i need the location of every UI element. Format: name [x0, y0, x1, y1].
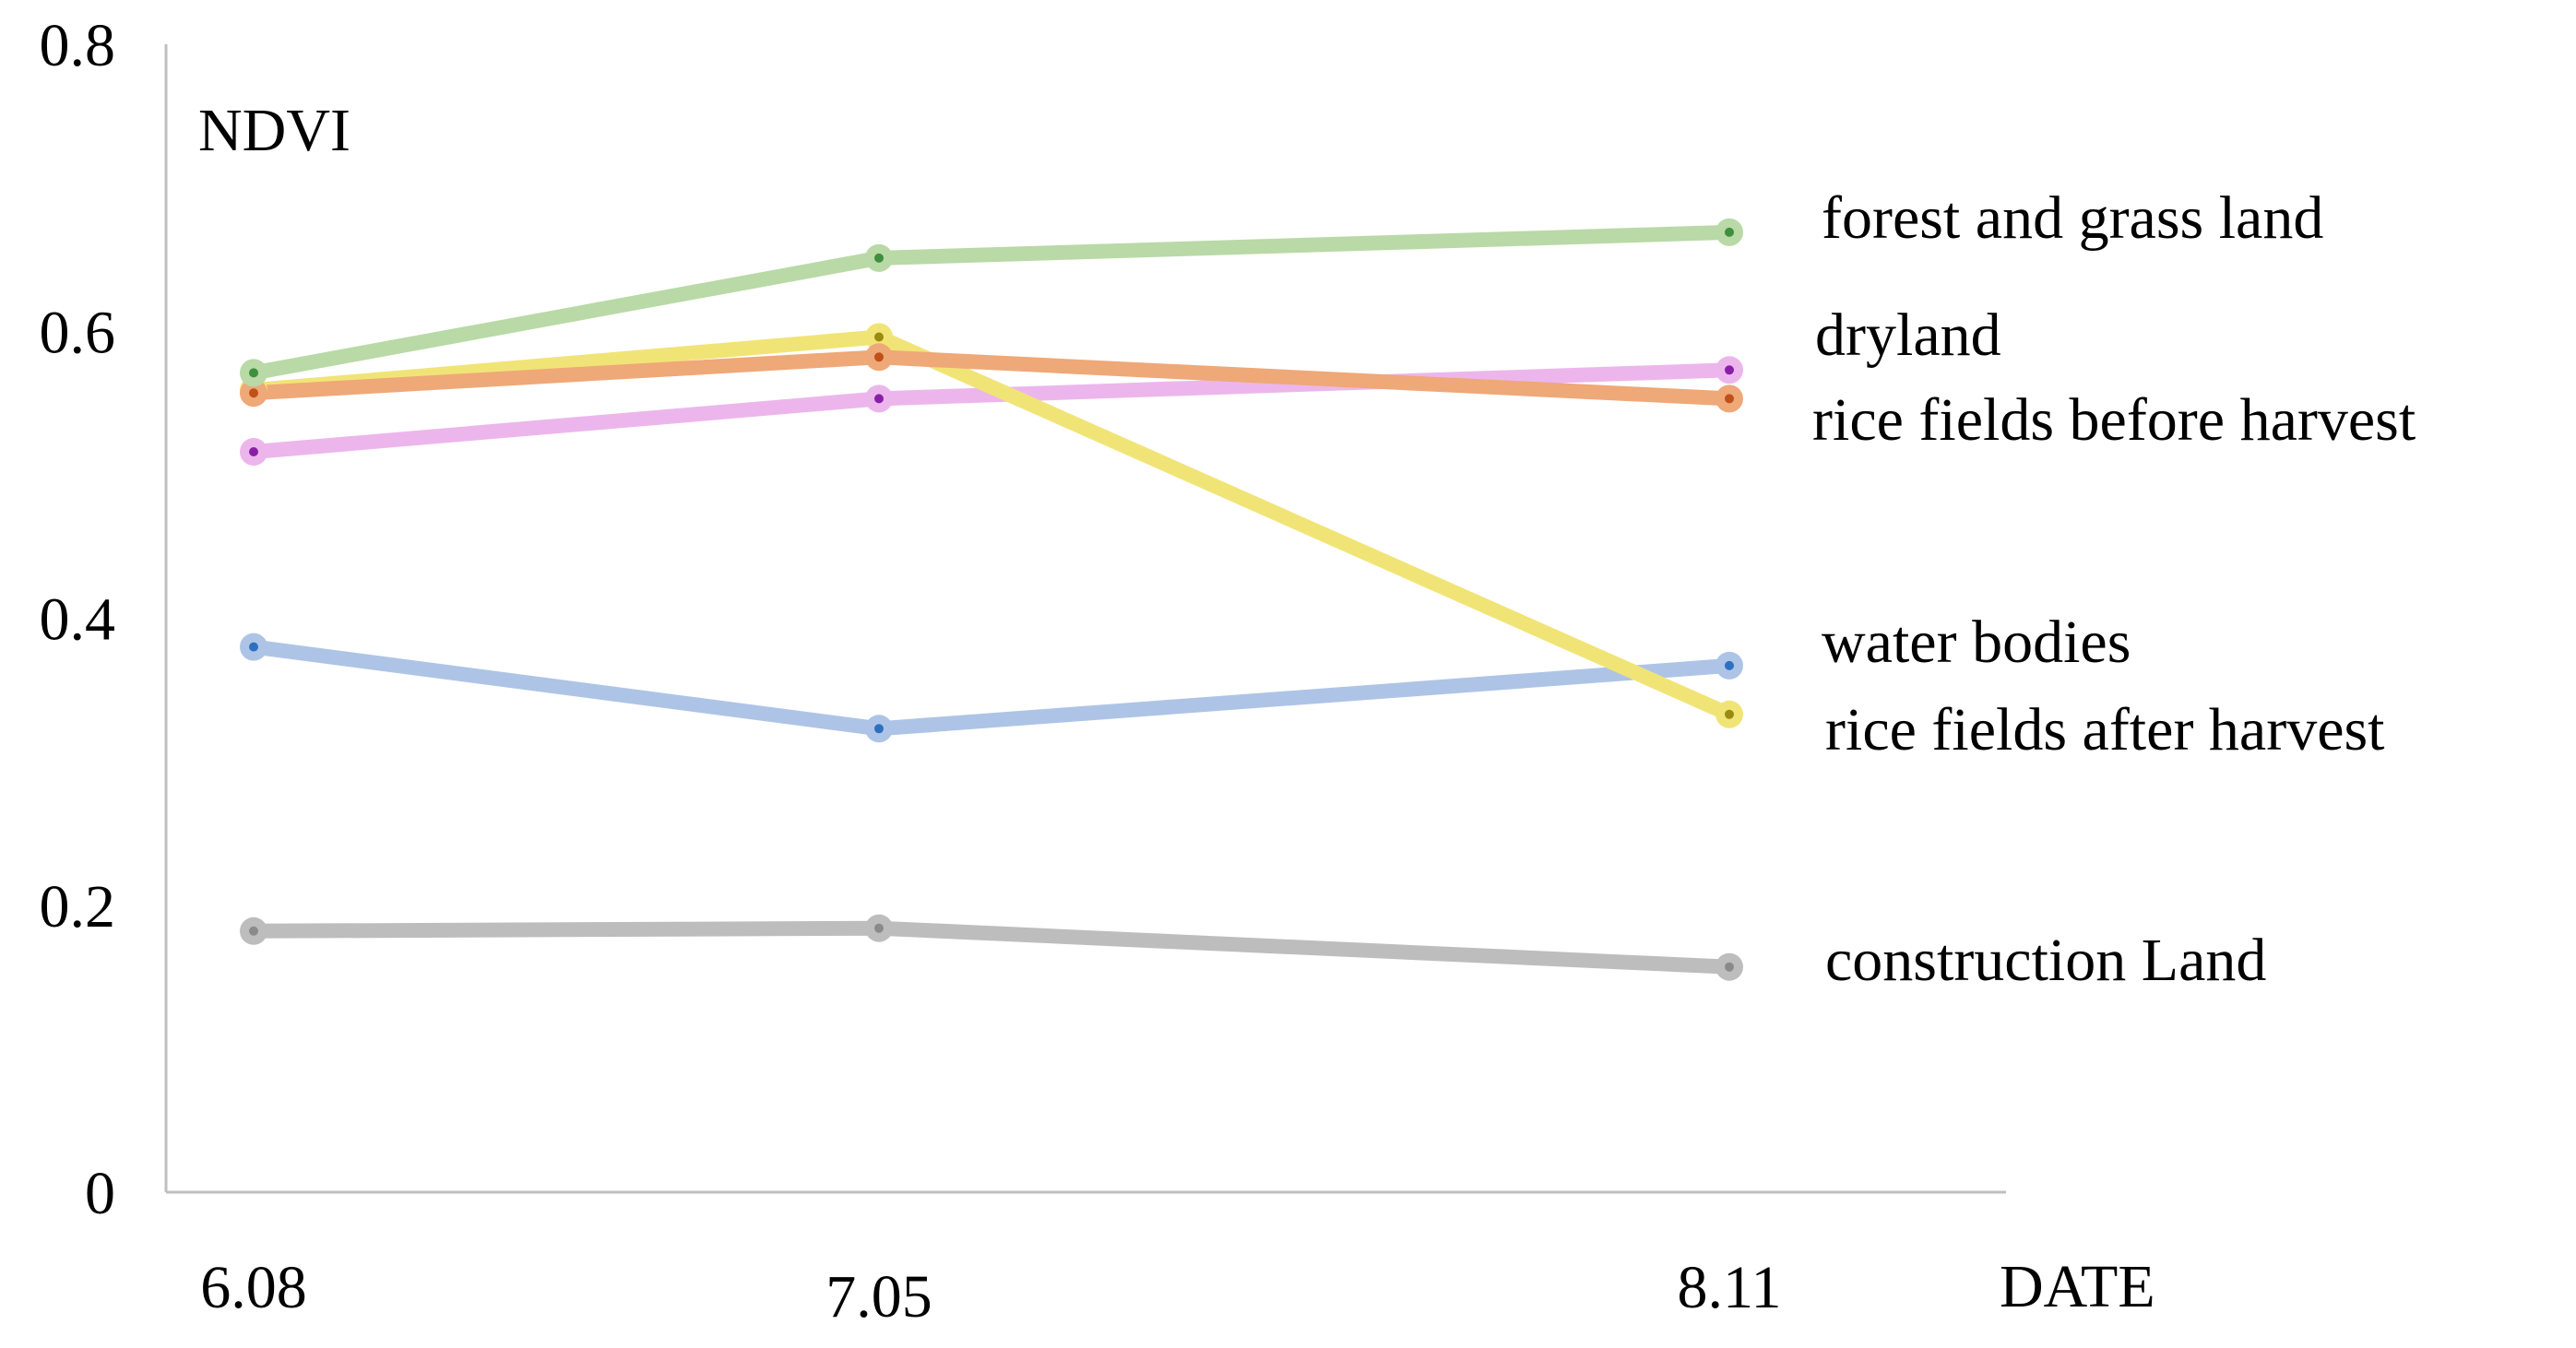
- y-tick-label: 0.4: [40, 586, 116, 654]
- y-tick-label: 0.2: [40, 873, 116, 940]
- data-point-center: [1725, 660, 1734, 670]
- data-point-center: [249, 368, 258, 378]
- series-label: forest and grass land: [1822, 184, 2323, 252]
- series-label: water bodies: [1822, 609, 2131, 676]
- series-label: construction Land: [1825, 927, 2266, 994]
- data-point-center: [249, 926, 258, 936]
- series-label: rice fields after harvest: [1825, 696, 2385, 763]
- y-tick-label: 0.8: [40, 12, 116, 79]
- data-point-center: [249, 388, 258, 398]
- series-line: [246, 920, 1737, 975]
- x-tick-label: 8.11: [1677, 1254, 1781, 1321]
- data-point-center: [874, 253, 884, 263]
- series-line: [246, 639, 1737, 737]
- x-tick-labels: 6.08 7.05 8.11: [200, 1254, 1781, 1330]
- data-point-center: [874, 394, 884, 404]
- y-axis-title: NDVI: [198, 97, 350, 164]
- axes: [164, 44, 2006, 1194]
- y-tick-labels: 0 0.2 0.4 0.6 0.8: [40, 12, 116, 1227]
- data-point-center: [1725, 962, 1734, 972]
- data-point-center: [874, 332, 884, 342]
- data-point-center: [1725, 365, 1734, 375]
- series-label: dryland: [1815, 302, 2001, 369]
- data-point-center: [249, 642, 258, 652]
- x-axis-title: DATE: [2000, 1253, 2155, 1320]
- data-point-center: [874, 352, 884, 362]
- series-markers: [240, 218, 1743, 981]
- data-point-center: [249, 447, 258, 456]
- data-point-center: [1725, 227, 1734, 237]
- series-labels: forest and grass land dryland rice fields …: [1812, 184, 2416, 994]
- y-tick-label: 0: [85, 1160, 115, 1227]
- data-point-center: [874, 923, 884, 933]
- data-point-center: [1725, 394, 1734, 404]
- x-tick-label: 6.08: [200, 1254, 307, 1321]
- y-tick-label: 0.6: [40, 299, 116, 366]
- series-line: [246, 224, 1737, 381]
- series-label: rice fields before harvest: [1812, 386, 2416, 454]
- data-point-center: [874, 724, 884, 734]
- data-point-center: [1725, 709, 1734, 719]
- series-lines: [246, 224, 1737, 975]
- x-tick-label: 7.05: [825, 1263, 932, 1330]
